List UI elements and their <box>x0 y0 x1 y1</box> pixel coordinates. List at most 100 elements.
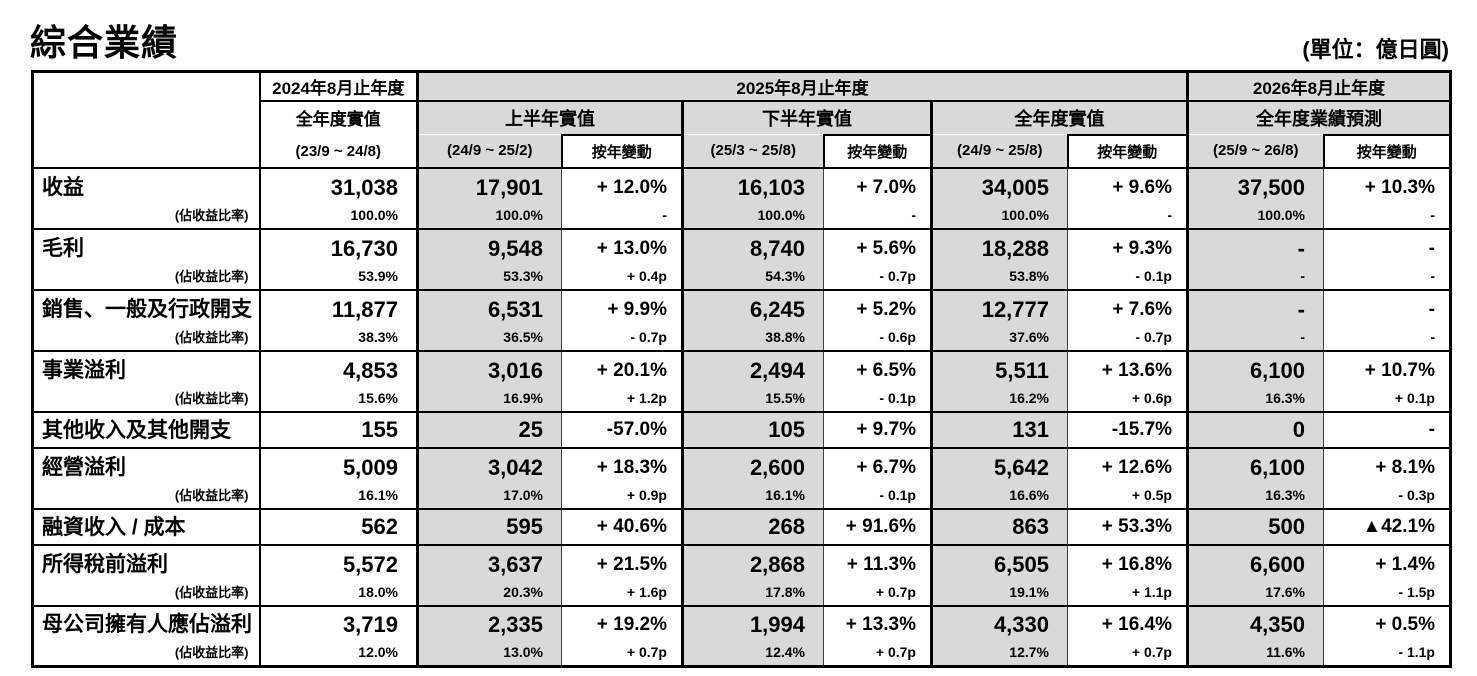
h2-value-cell: 16,103 100.0% <box>682 166 824 229</box>
yoy-p: + 0.5p <box>1131 486 1172 503</box>
yoy-p: + 1.6p <box>626 583 667 600</box>
header-fy2026-period: (25/9 ~ 26/8) <box>1186 134 1324 168</box>
yoy-p: - 0.7p <box>1135 328 1172 345</box>
fy2025-value-cell: 5,642 16.6% <box>931 446 1068 509</box>
yoy: + 0.5% <box>1375 614 1435 636</box>
h2-yoy-cell: + 13.3% + 0.7p <box>823 604 933 667</box>
table-row-business-profit: 事業溢利 (佔收益比率) 4,853 15.6% 3,016 16.9% + 2… <box>32 349 1451 412</box>
yoy: - <box>1428 237 1435 259</box>
value: 5,572 <box>342 551 398 577</box>
yoy: + 12.6% <box>1101 456 1172 478</box>
fy2025-yoy-cell: + 16.8% + 1.1p <box>1067 543 1189 606</box>
fy2026-value-cell: 6,600 17.6% <box>1187 543 1324 606</box>
header-year-2024: 2024年8月止年度 <box>259 71 419 102</box>
fy2025-value-cell: 863 <box>931 507 1068 545</box>
ratio-label: (佔收益比率) <box>174 487 249 503</box>
ratio-label: (佔收益比率) <box>174 645 249 661</box>
ratio: 12.4% <box>765 644 805 661</box>
ratio: 36.5% <box>503 328 543 345</box>
ratio: - <box>1300 267 1305 284</box>
ratio: 53.9% <box>358 267 398 284</box>
fy2026-value-cell: 4,350 11.6% <box>1187 604 1324 667</box>
fy2026-yoy-cell: - <box>1323 410 1451 448</box>
h2-value-cell: 6,245 38.8% <box>682 288 824 351</box>
table-row-revenue: 收益 (佔收益比率) 31,038 100.0% 17,901 100.0% +… <box>32 166 1451 229</box>
h1-yoy-cell: -57.0% <box>561 410 684 448</box>
row-label-cell: 收益 (佔收益比率) <box>32 166 261 229</box>
row-label-cell: 事業溢利 (佔收益比率) <box>32 349 261 412</box>
metric-label: 毛利 <box>42 236 84 260</box>
header-fy2026-yoy: 按年變動 <box>1322 133 1451 168</box>
fy2026-yoy-cell: + 0.5% - 1.1p <box>1323 604 1451 667</box>
value: 5,009 <box>342 454 398 480</box>
value: 6,100 <box>1249 454 1305 480</box>
fy2026-value-cell: 0 <box>1187 410 1324 448</box>
h2-yoy-cell: + 6.5% - 0.1p <box>823 349 933 412</box>
yoy: + 16.8% <box>1101 553 1172 575</box>
fy2024-cell: 562 <box>259 507 419 545</box>
h2-yoy-cell: + 6.7% - 0.1p <box>823 446 933 509</box>
table-row-operating-profit: 經營溢利 (佔收益比率) 5,009 16.1% 3,042 17.0% + 1… <box>32 446 1451 509</box>
value: 3,637 <box>487 551 543 577</box>
ratio: 18.0% <box>358 583 398 600</box>
header-year-2026: 2026年8月止年度 <box>1187 71 1451 102</box>
value: 863 <box>1012 514 1049 539</box>
yoy-p: + 0.7p <box>875 644 916 661</box>
h2-value-cell: 105 <box>682 410 824 448</box>
metric-label: 經營溢利 <box>42 455 126 479</box>
value: 2,335 <box>487 612 543 638</box>
fy2024-cell: 3,719 12.0% <box>259 604 419 667</box>
yoy-p: + 0.9p <box>626 486 667 503</box>
yoy-p: - <box>911 206 916 223</box>
ratio-label: (佔收益比率) <box>174 584 249 600</box>
yoy: + 21.5% <box>596 553 667 575</box>
value: 2,868 <box>749 551 805 577</box>
yoy-p: - <box>1430 267 1435 284</box>
value: 6,245 <box>749 296 805 322</box>
fy2025-yoy-cell: + 53.3% <box>1067 507 1189 545</box>
value: 16,103 <box>737 174 805 200</box>
fy2024-cell: 5,009 16.1% <box>259 446 419 509</box>
value: 6,100 <box>1249 357 1305 383</box>
yoy: + 11.3% <box>846 553 916 575</box>
value: - <box>1297 235 1305 261</box>
ratio: 100.0% <box>350 206 398 223</box>
value: 4,853 <box>342 357 398 383</box>
value: 0 <box>1292 417 1305 442</box>
fy2026-value-cell: 6,100 16.3% <box>1187 446 1324 509</box>
yoy-p: - <box>1167 206 1172 223</box>
yoy: + 1.4% <box>1375 553 1435 575</box>
header-h2-kind: 下半年實值 <box>681 100 932 135</box>
fy2025-yoy-cell: + 12.6% + 0.5p <box>1067 446 1189 509</box>
ratio: 13.0% <box>503 644 543 661</box>
results-table: 2024年8月止年度 2025年8月止年度 2026年8月止年度 全年度實值 (… <box>31 70 1452 668</box>
header-fy2024: 全年度實值 (23/9 ~ 24/8) <box>259 100 419 168</box>
value: 34,005 <box>981 174 1049 200</box>
ratio: 12.0% <box>358 644 398 661</box>
yoy: -15.7% <box>1111 419 1172 440</box>
value: 105 <box>768 417 805 442</box>
fy2026-yoy-cell: + 1.4% - 1.5p <box>1323 543 1451 606</box>
metric-label: 母公司擁有人應佔溢利 <box>42 613 252 637</box>
metric-label: 收益 <box>42 175 84 199</box>
header-fy2025-kind: 全年度實值 <box>930 100 1188 135</box>
metric-label: 融資收入 / 成本 <box>42 515 186 539</box>
yoy: + 20.1% <box>596 359 667 381</box>
yoy: + 53.3% <box>1101 516 1172 537</box>
fy2024-cell: 11,877 38.3% <box>259 288 419 351</box>
corner-cell <box>32 71 261 169</box>
value: 131 <box>1012 417 1049 442</box>
value: 500 <box>1268 514 1305 539</box>
value: 11,877 <box>331 296 398 322</box>
metric-label: 事業溢利 <box>42 358 126 382</box>
h1-yoy-cell: + 12.0% - <box>561 166 684 229</box>
value: 8,740 <box>749 235 805 261</box>
h2-value-cell: 2,494 15.5% <box>682 349 824 412</box>
fy2024-cell: 5,572 18.0% <box>259 543 419 606</box>
yoy-p: + 0.7p <box>875 583 916 600</box>
fy2024-period: (23/9 ~ 24/8) <box>295 143 381 160</box>
ratio: 19.1% <box>1009 583 1049 600</box>
header-h2-period: (25/3 ~ 25/8) <box>681 134 824 168</box>
value: 268 <box>768 514 805 539</box>
